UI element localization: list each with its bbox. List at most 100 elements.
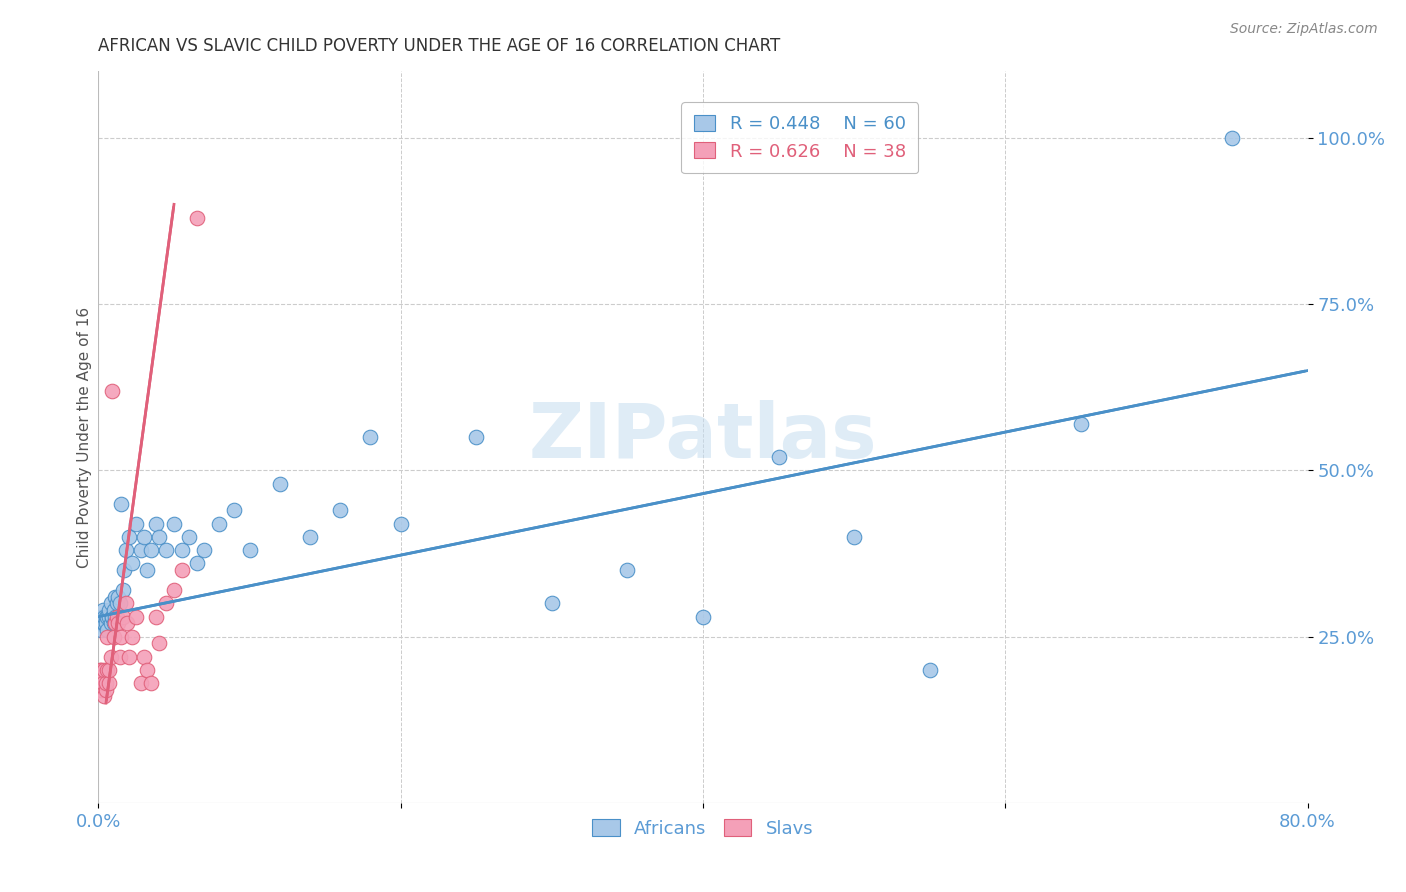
Point [465, 430, 488, 444]
Point [94, 609, 117, 624]
Point [112, 563, 135, 577]
Point [104, 609, 127, 624]
Point [616, 563, 638, 577]
Point [155, 596, 177, 610]
Point [96, 630, 118, 644]
Point [179, 530, 201, 544]
Point [91, 669, 114, 683]
Point [125, 516, 148, 531]
Point [104, 590, 127, 604]
Point [89, 676, 111, 690]
Point [125, 609, 148, 624]
Point [135, 663, 157, 677]
Point [90, 609, 112, 624]
Text: ZIPatlas: ZIPatlas [529, 401, 877, 474]
Point [91, 676, 114, 690]
Point [692, 609, 714, 624]
Point [103, 603, 125, 617]
Point [540, 596, 562, 610]
Point [96, 623, 118, 637]
Point [269, 476, 291, 491]
Text: AFRICAN VS SLAVIC CHILD POVERTY UNDER THE AGE OF 16 CORRELATION CHART: AFRICAN VS SLAVIC CHILD POVERTY UNDER TH… [98, 37, 780, 54]
Point [121, 557, 143, 571]
Point [96, 609, 118, 624]
Point [105, 609, 128, 624]
Point [193, 543, 215, 558]
Point [145, 516, 167, 531]
Point [114, 596, 136, 610]
Point [93, 663, 115, 677]
Point [90, 623, 112, 637]
Point [1070, 417, 1092, 431]
Point [163, 516, 186, 531]
Point [118, 649, 141, 664]
Point [89, 663, 111, 677]
Point [170, 563, 193, 577]
Point [101, 609, 124, 624]
Point [145, 609, 167, 624]
Point [111, 582, 134, 597]
Point [121, 630, 143, 644]
Point [103, 616, 125, 631]
Point [90, 663, 112, 677]
Point [170, 543, 193, 558]
Point [141, 543, 163, 558]
Point [94, 676, 117, 690]
Point [208, 516, 231, 531]
Point [129, 543, 152, 558]
Point [100, 649, 122, 664]
Point [108, 649, 131, 664]
Point [186, 557, 208, 571]
Point [90, 682, 112, 697]
Point [132, 530, 155, 544]
Point [155, 543, 177, 558]
Point [141, 676, 163, 690]
Point [93, 609, 115, 624]
Point [148, 636, 170, 650]
Point [114, 543, 136, 558]
Point [110, 630, 132, 644]
Point [98, 603, 121, 617]
Point [360, 430, 382, 444]
Point [101, 609, 124, 624]
Point [100, 616, 122, 631]
Point [148, 530, 170, 544]
Point [98, 663, 121, 677]
Point [918, 663, 941, 677]
Point [103, 630, 125, 644]
Point [389, 516, 412, 531]
Point [132, 649, 155, 664]
Point [94, 616, 117, 631]
Point [239, 543, 262, 558]
Point [94, 682, 117, 697]
Point [768, 450, 790, 464]
Point [98, 676, 121, 690]
Point [129, 676, 152, 690]
Point [224, 503, 246, 517]
Point [96, 663, 118, 677]
Point [107, 616, 129, 631]
Point [110, 497, 132, 511]
Point [91, 616, 114, 631]
Point [100, 596, 122, 610]
Point [115, 616, 138, 631]
Point [118, 530, 141, 544]
Point [1220, 131, 1243, 145]
Point [93, 690, 115, 704]
Point [135, 563, 157, 577]
Point [89, 616, 111, 631]
Point [111, 609, 134, 624]
Point [329, 503, 352, 517]
Point [93, 616, 115, 631]
Point [299, 530, 322, 544]
Point [163, 582, 186, 597]
Point [101, 384, 124, 398]
Point [107, 590, 129, 604]
Text: Source: ZipAtlas.com: Source: ZipAtlas.com [1230, 22, 1378, 37]
Point [186, 211, 208, 225]
Point [108, 596, 131, 610]
Legend: Africans, Slavs: Africans, Slavs [585, 812, 821, 845]
Y-axis label: Child Poverty Under the Age of 16: Child Poverty Under the Age of 16 [77, 307, 91, 567]
Point [844, 530, 866, 544]
Point [105, 596, 128, 610]
